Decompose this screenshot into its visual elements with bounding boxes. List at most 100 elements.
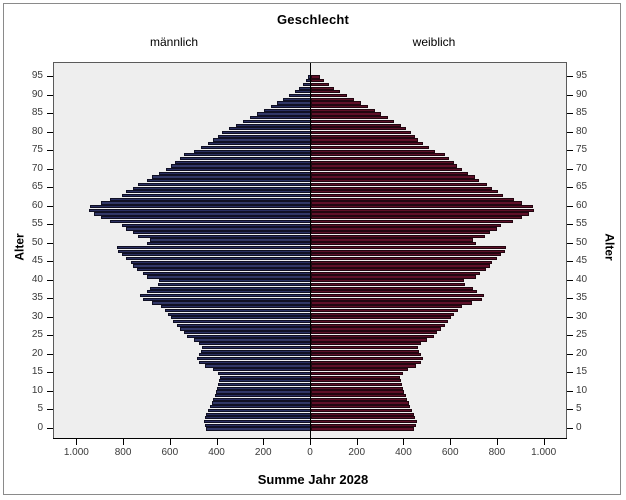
bar-male-age-18 bbox=[199, 360, 311, 364]
y-tick-right-80 bbox=[567, 131, 573, 133]
bar-female-age-35 bbox=[311, 297, 482, 301]
bar-male-age-76 bbox=[201, 145, 311, 149]
bar-female-age-74 bbox=[311, 153, 446, 157]
y-axis-label-right: Alter bbox=[602, 233, 617, 261]
bar-male-age-87 bbox=[271, 105, 311, 109]
bar-female-age-43 bbox=[311, 268, 487, 272]
chart-frame: Geschlecht männlich weiblich 0 5 10 15 20 25 3… bbox=[3, 3, 621, 495]
y-tick-right-20 bbox=[567, 353, 573, 355]
bar-male-age-36 bbox=[140, 294, 311, 298]
bar-female-age-23 bbox=[311, 342, 422, 346]
bar-female-age-13 bbox=[311, 379, 401, 383]
bar-male-age-26 bbox=[183, 331, 311, 335]
y-tick-left-80 bbox=[47, 131, 53, 133]
bar-male-age-9 bbox=[214, 394, 311, 398]
y-tick-label-left-95: 95 bbox=[31, 70, 43, 81]
bar-male-age-68 bbox=[152, 175, 311, 179]
bar-male-age-65 bbox=[133, 186, 311, 190]
y-tick-right-60 bbox=[567, 205, 573, 207]
bar-female-age-72 bbox=[311, 160, 454, 164]
bar-male-age-17 bbox=[204, 364, 311, 368]
x-tick-label-5: 0 bbox=[307, 447, 313, 458]
bar-male-age-13 bbox=[219, 379, 311, 383]
x-tick-label-6: 200 bbox=[348, 447, 366, 458]
y-tick-left-75 bbox=[47, 150, 53, 152]
bar-female-age-73 bbox=[311, 156, 449, 161]
bar-female-age-88 bbox=[311, 101, 362, 105]
y-tick-label-right-60: 60 bbox=[576, 199, 588, 211]
y-tick-label-left-30: 30 bbox=[31, 310, 43, 322]
bar-female-age-18 bbox=[311, 360, 421, 364]
x-tick-7 bbox=[403, 439, 405, 445]
bar-male-age-29 bbox=[173, 319, 311, 324]
bar-male-age-49 bbox=[117, 245, 311, 250]
bar-male-age-64 bbox=[126, 190, 311, 194]
y-tick-label-left-45: 45 bbox=[31, 255, 43, 267]
bar-male-age-48 bbox=[118, 249, 311, 253]
y-tick-left-0 bbox=[47, 428, 53, 429]
y-tick-left-15 bbox=[47, 372, 53, 374]
bar-female-age-47 bbox=[311, 253, 502, 257]
y-tick-label-left-15: 15 bbox=[31, 366, 43, 378]
y-tick-left-50 bbox=[47, 242, 53, 244]
bar-female-age-60 bbox=[311, 205, 533, 209]
bar-male-age-45 bbox=[131, 260, 311, 264]
y-tick-left-10 bbox=[47, 390, 53, 392]
bar-male-age-83 bbox=[243, 119, 311, 124]
y-tick-label-right-90: 90 bbox=[576, 88, 588, 100]
y-tick-right-45 bbox=[567, 261, 573, 263]
y-tick-label-right-75: 75 bbox=[576, 144, 588, 156]
panel-label-male: männlich bbox=[149, 35, 199, 49]
y-tick-label-right-65: 65 bbox=[576, 181, 588, 193]
bar-male-age-14 bbox=[220, 375, 311, 379]
bar-male-age-3 bbox=[205, 416, 311, 420]
bar-male-age-71 bbox=[170, 164, 311, 168]
bar-male-age-50 bbox=[147, 242, 311, 246]
y-tick-right-15 bbox=[567, 372, 573, 374]
bar-female-age-14 bbox=[311, 375, 401, 379]
y-tick-label-right-95: 95 bbox=[576, 70, 588, 81]
bar-male-age-54 bbox=[126, 227, 311, 231]
y-tick-right-65 bbox=[567, 187, 573, 189]
x-tick-label-8: 600 bbox=[441, 447, 459, 458]
bar-male-age-59 bbox=[89, 208, 311, 212]
bar-male-age-62 bbox=[110, 197, 311, 201]
y-tick-left-90 bbox=[47, 94, 53, 96]
y-tick-right-30 bbox=[567, 316, 573, 318]
bar-male-age-0 bbox=[205, 427, 311, 431]
y-tick-label-right-15: 15 bbox=[576, 366, 588, 378]
bar-male-age-70 bbox=[166, 168, 311, 172]
y-tick-label-left-90: 90 bbox=[31, 88, 43, 100]
bar-male-age-81 bbox=[229, 127, 311, 131]
y-tick-right-95 bbox=[567, 76, 573, 77]
bar-female-age-17 bbox=[311, 364, 417, 368]
bar-female-age-63 bbox=[311, 193, 503, 198]
bar-male-age-2 bbox=[203, 419, 311, 424]
bar-female-age-50 bbox=[311, 242, 476, 246]
y-tick-right-85 bbox=[567, 113, 573, 115]
bar-female-age-33 bbox=[311, 305, 462, 309]
bar-female-age-36 bbox=[311, 294, 484, 298]
x-tick-label-2: 600 bbox=[161, 447, 179, 458]
bar-male-age-20 bbox=[198, 353, 311, 357]
bar-female-age-91 bbox=[311, 90, 341, 94]
bar-female-age-65 bbox=[311, 186, 493, 190]
y-tick-label-right-85: 85 bbox=[576, 107, 588, 119]
bar-male-age-46 bbox=[126, 256, 311, 261]
y-tick-left-25 bbox=[47, 335, 53, 337]
y-tick-left-70 bbox=[47, 168, 53, 170]
bar-female-age-56 bbox=[311, 219, 514, 224]
bar-male-age-11 bbox=[217, 386, 311, 390]
bar-male-age-52 bbox=[138, 234, 311, 238]
bar-female-age-16 bbox=[311, 368, 408, 372]
x-tick-label-3: 400 bbox=[208, 447, 225, 458]
bar-male-age-40 bbox=[159, 279, 311, 283]
bar-male-age-69 bbox=[159, 171, 311, 175]
y-tick-label-right-35: 35 bbox=[576, 292, 588, 304]
y-tick-label-right-0: 0 bbox=[576, 422, 582, 433]
bar-male-age-77 bbox=[208, 142, 311, 146]
bar-female-age-52 bbox=[311, 234, 486, 238]
bar-male-age-47 bbox=[121, 253, 311, 257]
x-tick-3 bbox=[216, 439, 218, 445]
y-tick-right-55 bbox=[567, 224, 573, 226]
